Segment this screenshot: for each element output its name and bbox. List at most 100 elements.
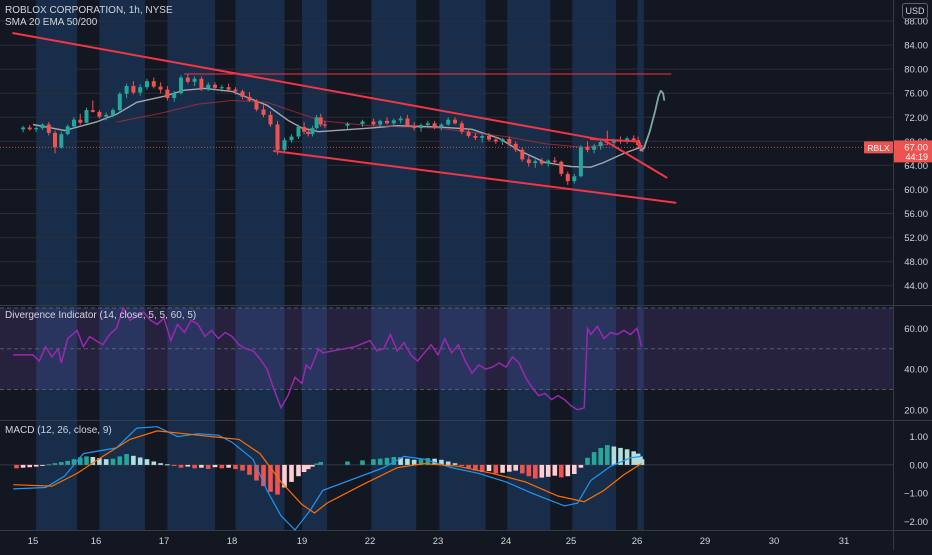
candle-body — [138, 87, 143, 93]
candle-body — [172, 93, 177, 98]
macd-histogram-bar — [507, 464, 512, 472]
macd-line — [13, 426, 642, 531]
macd-histogram-bar — [151, 461, 157, 465]
time-tick-label: 19 — [297, 536, 308, 547]
candle-body — [439, 124, 444, 127]
macd-histogram-bar — [71, 459, 77, 465]
candle-body — [90, 110, 95, 112]
macd-histogram-bar — [585, 457, 590, 465]
macd-histogram-bar — [439, 459, 444, 465]
session-band — [167, 0, 215, 530]
macd-histogram-bar — [559, 464, 564, 478]
divergence-line — [13, 306, 643, 411]
candle-body — [322, 124, 327, 126]
macd-histogram-bar — [65, 460, 70, 465]
macd-histogram-bar — [624, 449, 630, 465]
macd-histogram-bar — [598, 447, 603, 465]
time-tick-label: 26 — [632, 536, 643, 547]
candle-body — [268, 114, 273, 125]
candle-body — [398, 118, 403, 121]
candle-body — [72, 119, 76, 127]
candle-body — [296, 126, 301, 137]
candle-body — [520, 149, 525, 160]
macd-histogram-bar — [46, 464, 52, 466]
indicator-zones — [0, 307, 893, 390]
macd-histogram-bar — [618, 447, 623, 465]
time-tick-label: 29 — [700, 536, 711, 547]
macd-histogram-bar — [500, 464, 505, 473]
candle-body — [131, 86, 136, 93]
macd-histogram-bar — [199, 464, 204, 468]
macd-histogram-bar — [158, 463, 163, 465]
symbol-title[interactable]: ROBLOX CORPORATION, 1h, NYSE — [5, 5, 173, 16]
macd-histogram-bar — [572, 464, 577, 474]
divergence-tick-label: 60.00 — [904, 324, 928, 335]
session-bands — [36, 0, 644, 530]
time-tick-label: 30 — [769, 536, 780, 547]
price-tick-label: 52.00 — [904, 233, 928, 244]
macd-histogram-bar — [247, 464, 252, 475]
macd-histogram-bar — [605, 445, 610, 465]
time-tick-label: 31 — [839, 536, 850, 547]
currency-button[interactable]: USD — [902, 3, 928, 19]
macd-histogram-bar — [526, 464, 532, 477]
candle-body — [53, 132, 57, 148]
macd-histogram-bar — [539, 464, 545, 478]
trendline — [273, 150, 677, 204]
candle-body — [78, 119, 83, 123]
symbol-tag — [864, 141, 893, 154]
macd-histogram-bar — [391, 457, 397, 465]
candle-body — [179, 77, 183, 94]
macd-histogram-bar — [97, 458, 102, 465]
candle-body — [275, 124, 280, 150]
macd-histogram-bar — [14, 464, 19, 469]
session-band — [235, 0, 285, 530]
session-band — [371, 0, 417, 530]
candle-body — [59, 134, 64, 148]
candle-body — [117, 93, 122, 110]
time-tick-label: 17 — [159, 536, 170, 547]
macd-histogram-bar — [90, 457, 96, 465]
macd-histogram-bar — [318, 462, 323, 465]
macd-histogram-bar — [486, 464, 492, 472]
session-band — [439, 0, 486, 530]
candle-body — [592, 146, 597, 150]
macd-title[interactable]: MACD (12, 26, close, 9) — [5, 425, 112, 436]
price-tick-label: 44.00 — [904, 281, 928, 292]
candle-body — [192, 78, 197, 82]
candle-body — [500, 139, 505, 142]
candle-body — [282, 140, 287, 150]
symbol-tag-label: RBLX — [867, 143, 890, 153]
candle-body — [539, 161, 544, 164]
overlay-indicators-title[interactable]: SMA 20 EMA 50/200 — [5, 17, 98, 28]
candle-body — [559, 161, 564, 174]
macd-histogram-bar — [282, 464, 287, 488]
macd-histogram-bar — [144, 459, 150, 465]
price-tag — [894, 140, 932, 163]
session-band — [36, 0, 78, 530]
macd-histogram-bar — [459, 464, 465, 466]
candle-body — [219, 87, 224, 89]
macd-histogram-bar — [591, 452, 597, 465]
candle-body — [480, 136, 485, 138]
signal-line — [13, 430, 642, 514]
candle-body — [34, 128, 39, 130]
session-band — [637, 0, 644, 530]
candle-body — [206, 84, 211, 89]
macd-histogram-bar — [411, 459, 417, 465]
macd-histogram-bar — [124, 454, 129, 465]
candle-body — [507, 139, 512, 144]
candle-body — [247, 96, 252, 101]
candle-body — [419, 125, 423, 129]
time-tick-label: 15 — [28, 536, 39, 547]
session-band — [572, 0, 616, 530]
macd-histogram-bar — [533, 464, 538, 479]
time-tick-label: 18 — [227, 536, 238, 547]
candle-body — [314, 117, 319, 129]
divergence-indicator-title[interactable]: Divergence Indicator (14, close, 5, 5, 6… — [5, 310, 197, 321]
price-tick-label: 48.00 — [904, 257, 928, 268]
macd-histogram-bar — [296, 464, 301, 477]
macd-histogram-bar — [452, 463, 458, 465]
